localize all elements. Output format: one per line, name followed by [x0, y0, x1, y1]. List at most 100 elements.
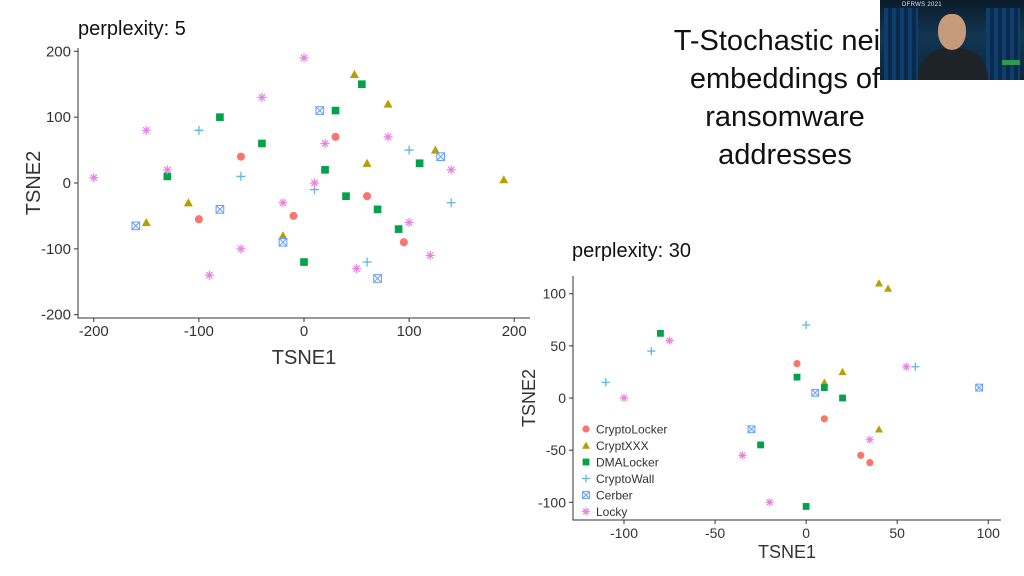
data-point: [866, 459, 874, 467]
legend-item: Locky: [582, 505, 627, 519]
data-point: [874, 279, 883, 287]
y-tick-label: -200: [41, 307, 71, 324]
legend-marker: [582, 458, 590, 466]
legend-marker: [582, 425, 590, 433]
data-point: [665, 336, 674, 345]
data-point: [446, 198, 456, 208]
data-point: [802, 321, 811, 330]
data-point: [839, 394, 846, 402]
legend-marker: [582, 491, 590, 499]
y-tick-label: 200: [46, 43, 71, 60]
data-point: [363, 192, 372, 201]
data-point: [884, 284, 893, 292]
data-point: [183, 198, 193, 207]
data-point: [404, 218, 414, 228]
data-point: [415, 159, 424, 168]
legend-label: CryptoWall: [596, 472, 654, 486]
legend-item: CryptXXX: [582, 439, 649, 453]
data-point: [357, 80, 366, 89]
data-point: [802, 503, 810, 510]
data-points: [89, 53, 509, 283]
data-point: [289, 211, 298, 220]
data-point: [194, 215, 203, 224]
data-point: [278, 231, 288, 240]
data-point: [747, 425, 756, 434]
webcam-overlay: DFRWS 2021: [880, 0, 1024, 80]
data-point: [902, 362, 911, 371]
axis-lines: [77, 48, 530, 319]
data-points: [601, 279, 984, 510]
data-point: [331, 132, 340, 141]
data-point: [446, 165, 456, 175]
data-point: [257, 92, 267, 102]
data-point: [236, 244, 246, 254]
curtain-right: [986, 8, 1020, 80]
webcam-badge: [1002, 60, 1020, 65]
data-point: [331, 106, 340, 115]
data-point: [349, 69, 359, 78]
y-tick-label: 50: [550, 338, 566, 354]
data-point: [141, 125, 151, 135]
data-point: [352, 264, 362, 274]
y-tick-label: 0: [63, 175, 71, 192]
data-point: [315, 106, 325, 115]
data-point: [865, 435, 874, 444]
y-tick-label: -50: [546, 442, 566, 458]
y-tick-label: -100: [41, 241, 71, 258]
data-point: [373, 205, 382, 214]
data-point: [765, 498, 774, 507]
data-point: [657, 329, 664, 337]
data-point: [141, 218, 151, 227]
speaker-head: [938, 14, 966, 50]
data-point: [793, 373, 801, 381]
data-point: [163, 172, 172, 181]
data-point: [236, 152, 245, 161]
data-point: [619, 394, 628, 402]
legend-item: DMALocker: [582, 456, 659, 470]
tsne-perplexity-30-chart: -100 -50 0 50 100 -100 -50 0 50 100 TSNE1 TSNE2 Cryp…: [519, 276, 1001, 562]
data-point: [299, 53, 309, 63]
y-tick-label: -100: [538, 494, 566, 510]
data-point: [362, 257, 372, 267]
data-point: [342, 192, 350, 200]
data-point: [647, 347, 656, 356]
data-point: [430, 145, 440, 154]
data-point: [362, 158, 372, 167]
curtain-left: [884, 8, 918, 80]
data-point: [601, 378, 610, 387]
data-point: [300, 258, 308, 266]
x-tick-label: 100: [397, 323, 422, 340]
data-point: [194, 125, 204, 135]
speaker-body: [918, 48, 988, 80]
legend-label: CryptXXX: [596, 439, 649, 453]
x-tick-label: -100: [610, 525, 638, 541]
legend-label: CryptoLocker: [596, 423, 667, 437]
data-point: [162, 165, 172, 175]
x-tick-label: 200: [502, 323, 527, 340]
data-point: [436, 152, 445, 161]
x-axis-label: TSNE1: [272, 347, 336, 369]
data-point: [425, 250, 435, 260]
data-point: [89, 173, 99, 183]
data-point: [399, 238, 408, 247]
data-point: [320, 138, 330, 148]
data-point: [820, 415, 828, 423]
legend-marker: [582, 474, 590, 483]
y-axis-label: TSNE2: [23, 151, 45, 215]
data-point: [204, 270, 214, 280]
data-point: [874, 425, 883, 433]
data-point: [373, 274, 382, 283]
x-tick-label: 0: [802, 525, 810, 541]
data-point: [278, 237, 288, 247]
y-axis-label: TSNE2: [519, 369, 539, 427]
legend: CryptoLocker CryptXXX DMALocker CryptoWall C…: [582, 423, 667, 519]
x-tick-label: 50: [889, 525, 905, 541]
data-point: [321, 166, 329, 174]
plot1-title: perplexity: 5: [78, 18, 186, 40]
data-point: [811, 388, 820, 397]
data-point: [394, 225, 403, 233]
x-tick-label: 0: [300, 323, 308, 340]
x-tick-label: -200: [79, 323, 109, 340]
data-point: [820, 384, 828, 391]
data-point: [278, 198, 288, 208]
